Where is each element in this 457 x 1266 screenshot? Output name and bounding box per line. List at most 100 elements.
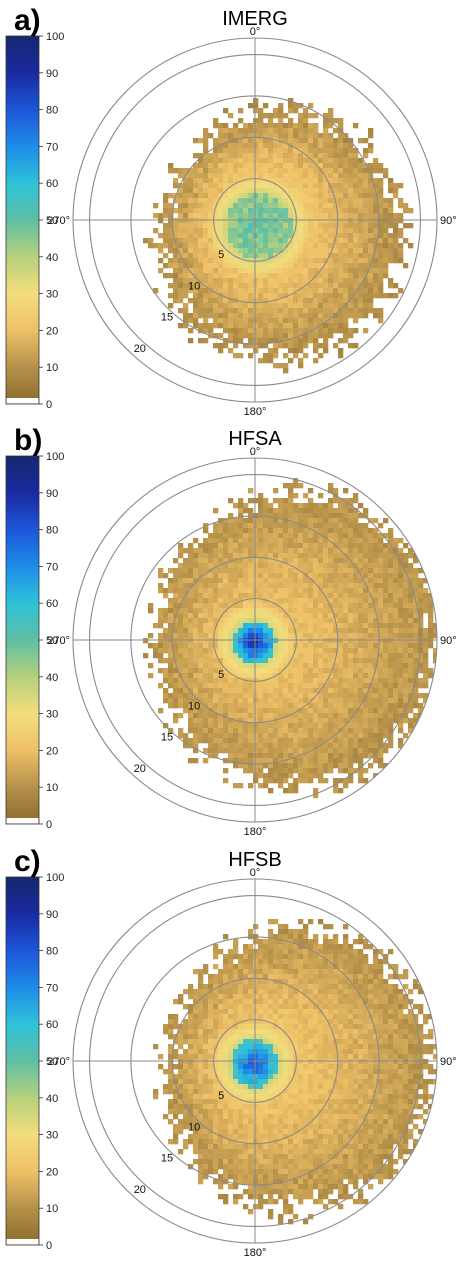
precip-cell: [258, 944, 263, 949]
precip-cell: [218, 643, 223, 648]
precip-cell: [273, 969, 278, 974]
precip-cell: [233, 703, 238, 708]
precip-cell: [253, 163, 258, 168]
precip-cell: [203, 528, 208, 533]
precip-cell: [188, 603, 193, 608]
precip-cell: [238, 638, 243, 643]
precip-cell: [228, 598, 233, 603]
precip-cell: [288, 738, 293, 743]
precip-cell: [368, 633, 373, 638]
precip-cell: [223, 989, 228, 994]
precip-cell: [298, 763, 303, 768]
precip-cell: [248, 228, 253, 233]
precip-cell: [308, 768, 313, 773]
precip-cell: [408, 563, 413, 568]
precip-cell: [348, 964, 353, 969]
precip-cell: [248, 213, 253, 218]
precip-cell: [238, 283, 243, 288]
precip-cell: [203, 718, 208, 723]
precip-cell: [168, 263, 173, 268]
precip-cell: [278, 503, 283, 508]
precip-cell: [338, 944, 343, 949]
precip-cell: [258, 558, 263, 563]
precip-cell: [178, 268, 183, 273]
precip-cell: [433, 623, 438, 628]
precip-cell: [158, 588, 163, 593]
colorbar-tick-label: 20: [46, 325, 58, 337]
precip-cell: [208, 158, 213, 163]
precip-cell: [283, 333, 288, 338]
precip-cell: [353, 318, 358, 323]
precip-cell: [313, 598, 318, 603]
precip-cell: [318, 728, 323, 733]
precip-cell: [263, 358, 268, 363]
precip-cell: [363, 533, 368, 538]
precip-cell: [223, 533, 228, 538]
precip-cell: [208, 633, 213, 638]
precip-cell: [318, 964, 323, 969]
precip-cell: [203, 248, 208, 253]
precip-cell: [333, 593, 338, 598]
precip-cell: [398, 628, 403, 633]
precip-cell: [283, 173, 288, 178]
precip-cell: [173, 693, 178, 698]
precip-cell: [243, 543, 248, 548]
precip-cell: [263, 778, 268, 783]
precip-cell: [298, 713, 303, 718]
precip-cell: [293, 328, 298, 333]
precip-cell: [333, 498, 338, 503]
precip-cell: [363, 223, 368, 228]
precip-cell: [293, 248, 298, 253]
precip-cell: [173, 288, 178, 293]
precip-cell: [168, 293, 173, 298]
precip-cell: [323, 543, 328, 548]
precip-cell: [278, 633, 283, 638]
precip-cell: [228, 153, 233, 158]
precip-cell: [273, 643, 278, 648]
precip-cell: [328, 213, 333, 218]
precip-cell: [273, 498, 278, 503]
precip-cell: [423, 653, 428, 658]
precip-cell: [193, 213, 198, 218]
precip-cell: [243, 969, 248, 974]
precip-cell: [263, 158, 268, 163]
precip-cell: [283, 183, 288, 188]
precip-cell: [348, 568, 353, 573]
precip-cell: [373, 708, 378, 713]
precip-cell: [228, 498, 233, 503]
precip-cell: [368, 608, 373, 613]
precip-cell: [243, 568, 248, 573]
precip-cell: [288, 258, 293, 263]
precip-cell: [283, 278, 288, 283]
precip-cell: [293, 343, 298, 348]
precip-cell: [223, 523, 228, 528]
precip-cell: [348, 623, 353, 628]
precip-cell: [288, 583, 293, 588]
precip-cell: [243, 233, 248, 238]
precip-cell: [273, 123, 278, 128]
precip-cell: [303, 738, 308, 743]
precip-cell: [343, 939, 348, 944]
precip-cell: [283, 708, 288, 713]
precip-cell: [298, 608, 303, 613]
precip-cell: [358, 528, 363, 533]
precip-cell: [398, 618, 403, 623]
precip-cell: [308, 323, 313, 328]
precip-cell: [273, 353, 278, 358]
precip-cell: [248, 123, 253, 128]
precip-cell: [278, 974, 283, 979]
precip-cell: [263, 588, 268, 593]
precip-cell: [348, 668, 353, 673]
precip-cell: [288, 773, 293, 778]
precip-cell: [378, 703, 383, 708]
precip-cell: [233, 688, 238, 693]
precip-cell: [413, 698, 418, 703]
precip-cell: [283, 213, 288, 218]
precip-cell: [148, 673, 153, 678]
precip-cell: [223, 538, 228, 543]
precip-cell: [283, 163, 288, 168]
precip-cell: [188, 989, 193, 994]
precip-cell: [343, 318, 348, 323]
precip-cell: [153, 228, 158, 233]
precip-cell: [338, 228, 343, 233]
